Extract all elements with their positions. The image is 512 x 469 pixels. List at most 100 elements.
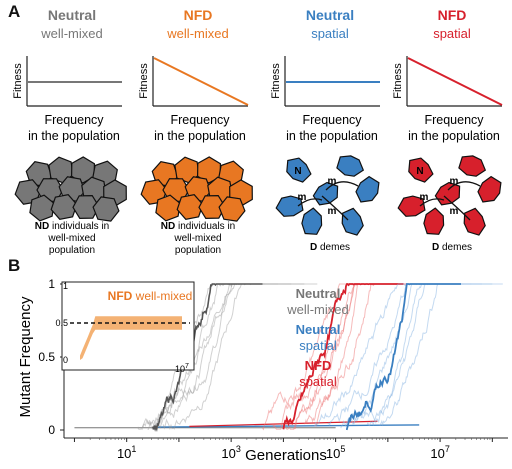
y-tick-label: 0.5 xyxy=(38,350,55,364)
x-tick-label: 105 xyxy=(326,444,345,461)
y-tick-label: 0 xyxy=(48,423,55,437)
x-axis-label-line1: Frequency xyxy=(44,113,104,127)
migration-label: m xyxy=(450,206,459,217)
migration-label: m xyxy=(328,206,337,217)
deme xyxy=(408,157,434,183)
column-title: NFD xyxy=(438,7,467,23)
cell-individual xyxy=(29,194,55,222)
panel-a-column-2: NFD well-mixed Fitness Frequency in the popu… xyxy=(138,7,253,256)
cluster-caption-line3: population xyxy=(49,245,95,256)
cluster-caption-line3: population xyxy=(175,245,221,256)
inset-label: NFD well-mixed xyxy=(108,289,193,303)
y-tick-label: 1 xyxy=(48,277,55,291)
migration-arc xyxy=(325,181,359,191)
migration-label: m xyxy=(450,176,459,187)
column-subtitle: well-mixed xyxy=(40,26,102,41)
column-title: Neutral xyxy=(48,7,96,23)
x-axis-label-line2: in the population xyxy=(28,129,120,143)
y-axis-label: Fitness xyxy=(392,63,404,99)
y-axis-label: Fitness xyxy=(270,63,282,99)
x-axis-label-line1: Frequency xyxy=(424,113,484,127)
nfd-spatial-trajectory-highlight xyxy=(282,283,404,430)
x-tick-label: 103 xyxy=(221,444,240,461)
inset-y-tick-label: 0.5 xyxy=(55,318,68,328)
baseline-trajectory-red xyxy=(189,420,378,427)
demes-caption: D demes xyxy=(432,242,472,253)
panel-a: Neutral well-mixed Fitness Frequency in the … xyxy=(12,7,503,256)
column-subtitle: spatial xyxy=(311,26,349,41)
inset-trajectory-band xyxy=(80,316,182,360)
panel-a-label: A xyxy=(8,2,21,21)
column-subtitle: spatial xyxy=(433,26,471,41)
deme-node-label: N xyxy=(416,166,423,177)
cell-individual xyxy=(72,194,100,220)
deme xyxy=(463,207,486,236)
inset-chart: 0 0.5 1 NFD well-mixed 107 xyxy=(55,281,195,374)
neutral-spatial-trajectory xyxy=(379,283,503,427)
inset-y-tick-label: 1 xyxy=(63,281,68,291)
legend-title: Neutral xyxy=(296,286,341,301)
cluster-caption-line2: well-mixed xyxy=(173,233,221,244)
migration-label: m xyxy=(420,192,429,203)
cell-individual xyxy=(196,156,222,184)
y-axis-title: Mutant Frequency xyxy=(17,296,34,417)
column-title: Neutral xyxy=(306,7,354,23)
fitness-curve-declining xyxy=(153,57,249,106)
cell-individual xyxy=(92,196,120,222)
cluster-caption-line1: ND individuals in xyxy=(161,221,236,232)
deme-node-label: N xyxy=(294,166,301,177)
demes-caption: D demes xyxy=(310,242,350,253)
cell-individual xyxy=(218,196,246,222)
x-axis-label-line1: Frequency xyxy=(170,113,230,127)
cell-individual xyxy=(50,194,78,220)
inset-x-tick-label: 107 xyxy=(175,363,189,374)
x-tick-label: 107 xyxy=(430,444,449,461)
deme xyxy=(275,195,304,217)
x-axis-label-line2: in the population xyxy=(154,129,246,143)
legend-subtitle: spatial xyxy=(299,374,337,389)
column-subtitle: well-mixed xyxy=(166,26,228,41)
cell-individual xyxy=(155,194,181,222)
deme xyxy=(423,207,445,235)
deme xyxy=(301,207,323,235)
migration-arc xyxy=(443,195,471,221)
migration-arc xyxy=(419,198,445,207)
deme xyxy=(397,195,426,217)
deme xyxy=(286,157,312,183)
deme xyxy=(336,155,365,177)
column-title: NFD xyxy=(184,7,213,23)
neutral-spatial-trajectory-highlight xyxy=(345,283,461,431)
x-axis-label-line2: in the population xyxy=(286,129,378,143)
migration-arc xyxy=(321,195,349,221)
panel-b-label: B xyxy=(8,256,21,275)
x-axis-label-line1: Frequency xyxy=(302,113,362,127)
migration-arc xyxy=(297,198,323,207)
cluster-caption-line2: well-mixed xyxy=(47,233,95,244)
panel-a-figure: Neutral well-mixed Fitness Frequency in the … xyxy=(12,7,503,256)
cell-individual xyxy=(198,194,226,220)
y-axis-label: Fitness xyxy=(12,63,24,99)
deme xyxy=(477,175,502,203)
inset-y-tick-label: 0 xyxy=(63,355,68,365)
deme xyxy=(355,175,380,203)
panel-b: 0 0.5 1 101 103 105 107 Mutant Frequency Generat… xyxy=(0,256,512,464)
x-tick-label: 101 xyxy=(117,444,136,461)
neutral-wellmixed-trajectory xyxy=(162,283,318,431)
migration-arc xyxy=(447,181,481,191)
deme xyxy=(458,155,487,177)
neutral-wellmixed-trajectory xyxy=(152,283,292,430)
fitness-curve-declining xyxy=(407,57,503,106)
migration-label: m xyxy=(298,192,307,203)
legend-title: Neutral xyxy=(296,322,341,337)
x-axis-title: Generations xyxy=(245,447,327,464)
migration-label: m xyxy=(328,176,337,187)
legend-subtitle: well-mixed xyxy=(286,302,348,317)
y-axis-label: Fitness xyxy=(138,63,150,99)
x-axis-label-line2: in the population xyxy=(408,129,500,143)
panel-a-column-4: NFD spatial Fitness Frequency in the populat… xyxy=(392,7,503,253)
panel-a-column-1: Neutral well-mixed Fitness Frequency in the … xyxy=(12,7,127,256)
panel-b-chart: 0 0.5 1 101 103 105 107 Mutant Frequency Generat… xyxy=(17,277,508,464)
legend-subtitle: spatial xyxy=(299,338,337,353)
cell-individual xyxy=(70,156,96,184)
panel-a-column-3: Neutral spatial Fitness Frequency in the pop… xyxy=(270,7,380,253)
